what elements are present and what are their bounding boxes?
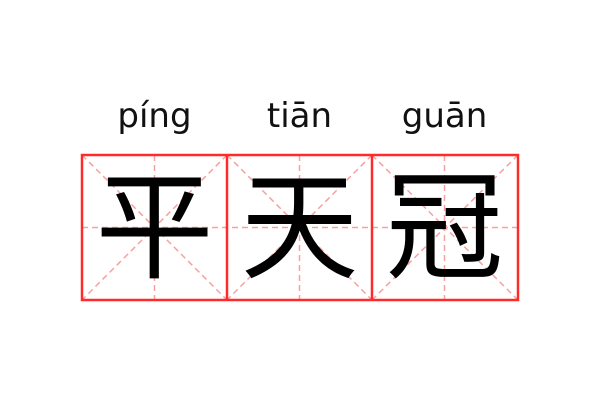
character-1: 平 xyxy=(95,158,214,297)
grid-diagonal-guide xyxy=(371,154,519,301)
pinyin-3: guān xyxy=(401,96,488,136)
character-2: 天 xyxy=(240,158,359,297)
character-3: 冠 xyxy=(385,158,504,297)
pinyin-1: píng xyxy=(117,96,192,136)
pinyin-2: tiān xyxy=(266,96,333,136)
grid-outer-border xyxy=(80,153,520,302)
grid-diagonal-guide xyxy=(226,154,373,301)
grid-diagonal-guide xyxy=(81,154,228,301)
